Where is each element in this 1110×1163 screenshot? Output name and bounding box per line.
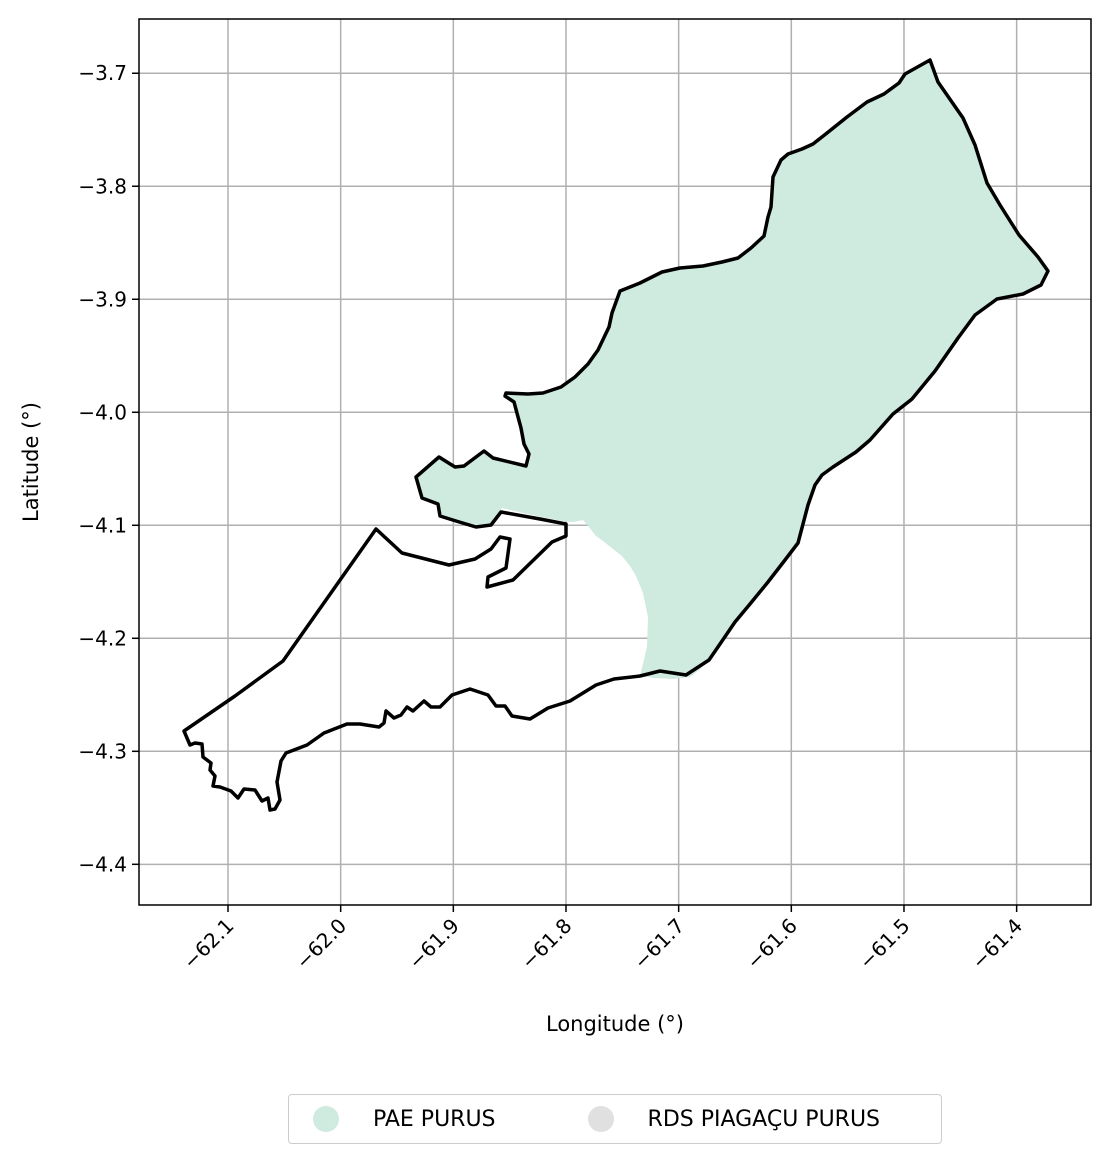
y-axis-label: Latitude (°) <box>19 402 43 522</box>
x-tick-label: −62.0 <box>291 914 351 974</box>
x-tick-label: −61.6 <box>742 914 802 974</box>
legend-label-rds-piagacu-purus: RDS PIAGAÇU PURUS <box>647 1106 881 1132</box>
x-tick-label: −61.8 <box>516 914 576 974</box>
y-tick-label: −4.1 <box>78 513 127 537</box>
y-tick-label: −4.4 <box>78 852 127 876</box>
y-tick-label: −4.0 <box>78 400 127 424</box>
y-tick-label: −4.3 <box>78 739 127 763</box>
x-tick-label: −61.9 <box>404 914 464 974</box>
plot-frame <box>138 18 1092 906</box>
y-tick-label: −4.2 <box>78 626 127 650</box>
legend-item-pae-purus: PAE PURUS <box>313 1106 496 1132</box>
x-tick-label: −62.1 <box>178 914 238 974</box>
x-tick-label: −61.4 <box>967 914 1027 974</box>
y-tick-label: −3.8 <box>78 174 127 198</box>
legend-marker-rds-piagacu-purus <box>587 1106 614 1132</box>
x-axis-ticks: −62.1 −62.0 −61.9 −61.8 −61.7 −61.6 −61.5 −61.4 <box>178 905 1027 974</box>
y-axis-ticks: −3.7 −3.8 −3.9 −4.0 −4.1 −4.2 −4.3 −4.4 <box>78 61 139 876</box>
protected-area-outline <box>182 58 1050 812</box>
legend-item-rds-piagacu-purus: RDS PIAGAÇU PURUS <box>587 1106 881 1132</box>
legend: PAE PURUS RDS PIAGAÇU PURUS <box>288 1094 942 1144</box>
legend-label-pae-purus: PAE PURUS <box>373 1106 496 1132</box>
x-tick-label: −61.5 <box>854 914 914 974</box>
x-axis-label: Longitude (°) <box>546 1012 684 1036</box>
y-tick-label: −3.7 <box>78 61 127 85</box>
pae-purus-area <box>416 60 1048 679</box>
legend-marker-pae-purus <box>313 1106 339 1132</box>
y-tick-label: −3.9 <box>78 287 127 311</box>
x-tick-label: −61.7 <box>629 914 689 974</box>
